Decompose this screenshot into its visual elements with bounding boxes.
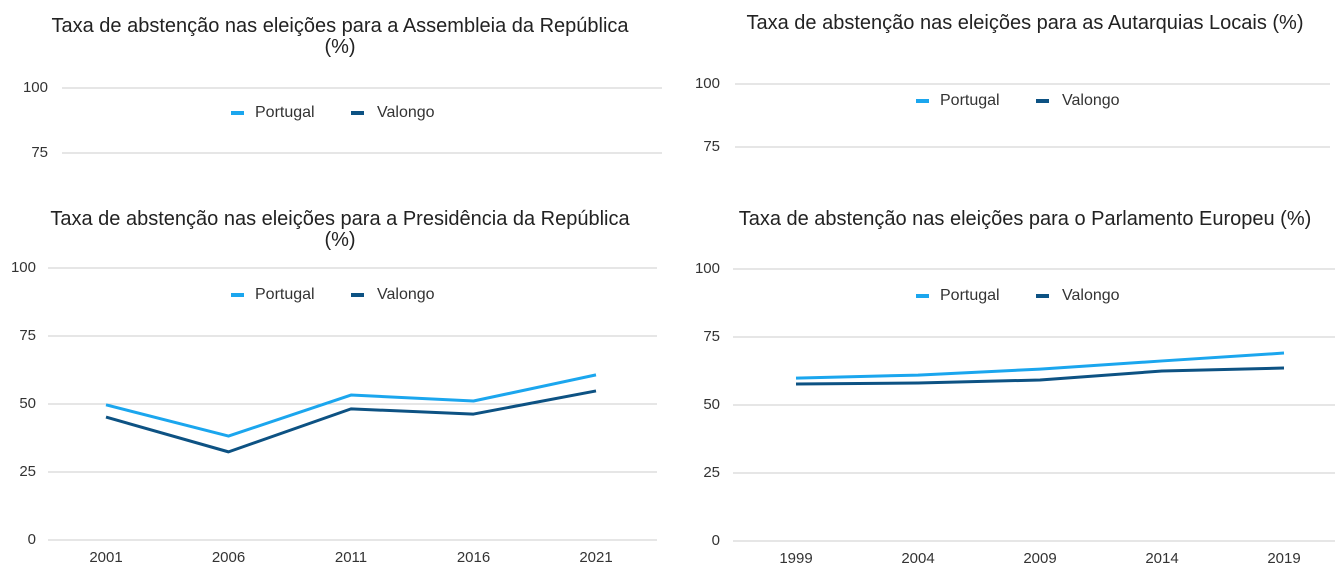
y-tick-label: 0 xyxy=(712,532,720,549)
chart-title: Taxa de abstenção nas eleições para as A… xyxy=(746,12,1304,34)
y-tick-label: 75 xyxy=(703,328,720,345)
x-tick-label: 2016 xyxy=(457,549,490,566)
y-tick-label: 25 xyxy=(703,464,720,481)
x-tick-label: 2001 xyxy=(89,549,122,566)
series-line xyxy=(795,351,1285,380)
y-tick-label: 50 xyxy=(19,395,36,412)
y-tick-label: 75 xyxy=(31,144,48,161)
legend-label: Valongo xyxy=(377,286,435,303)
legend-label: Portugal xyxy=(255,286,315,303)
y-tick-label: 0 xyxy=(28,531,36,548)
series-line xyxy=(795,366,1285,386)
legend-label: Valongo xyxy=(1062,92,1120,109)
y-tick-label: 75 xyxy=(19,327,36,344)
x-tick-label: 2009 xyxy=(1023,550,1056,567)
x-tick-label: 1999 xyxy=(779,550,812,567)
legend-label: Portugal xyxy=(940,287,1000,304)
x-tick-label: 2014 xyxy=(1145,550,1178,567)
y-tick-label: 75 xyxy=(703,138,720,155)
y-tick-label: 100 xyxy=(695,75,720,92)
y-tick-label: 100 xyxy=(695,260,720,277)
series-line xyxy=(105,389,597,454)
x-tick-label: 2019 xyxy=(1267,550,1300,567)
legend-label: Valongo xyxy=(1062,287,1120,304)
y-tick-label: 100 xyxy=(11,259,36,276)
x-tick-label: 2021 xyxy=(579,549,612,566)
y-tick-label: 25 xyxy=(19,463,36,480)
x-tick-label: 2011 xyxy=(335,549,367,566)
legend-label: Portugal xyxy=(940,92,1000,109)
chart-title: Taxa de abstenção nas eleições para a As… xyxy=(51,15,629,58)
x-tick-label: 2004 xyxy=(901,550,934,567)
legend-label: Valongo xyxy=(377,104,435,121)
series-line xyxy=(105,373,597,438)
chart-title: Taxa de abstenção nas eleições para o Pa… xyxy=(738,208,1312,230)
chart-title: Taxa de abstenção nas eleições para a Pr… xyxy=(50,208,630,251)
legend-label: Portugal xyxy=(255,104,315,121)
y-tick-label: 100 xyxy=(23,79,48,96)
x-tick-label: 2006 xyxy=(212,549,245,566)
y-tick-label: 50 xyxy=(703,396,720,413)
